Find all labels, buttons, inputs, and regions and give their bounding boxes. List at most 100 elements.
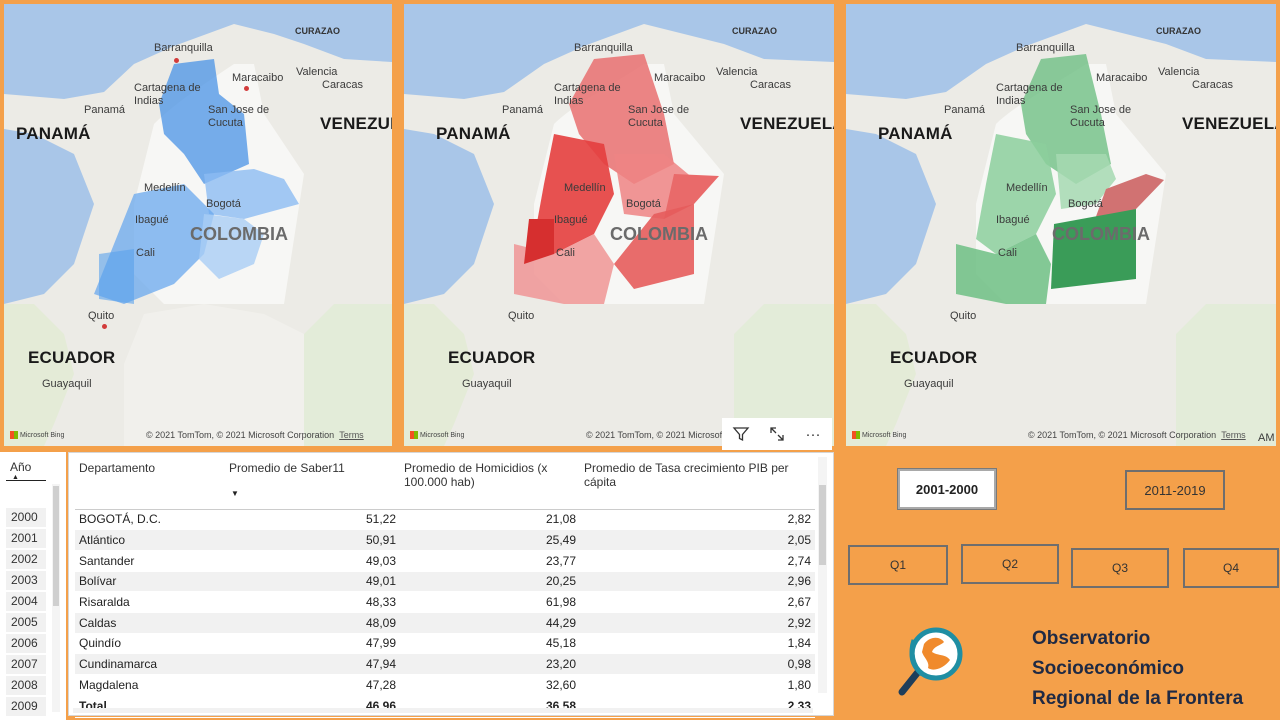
total-value: 2,33 [580,694,815,718]
table-scrollbar[interactable] [818,457,827,693]
city-label-valencia: Valencia [716,66,758,78]
table-total-row: Total 46,96 36,58 2,33 [75,694,815,718]
table-row[interactable]: BOGOTÁ, D.C. 51,22 21,08 2,82 [75,509,815,531]
country-label-venezuela: VENEZUELA [740,114,834,133]
value-cell: 61,98 [400,591,580,613]
value-cell: 48,09 [225,612,400,634]
departamento-cell: Atlántico [75,529,225,551]
value-cell: 0,98 [580,653,815,675]
departamento-cell: BOGOTÁ, D.C. [75,509,225,531]
pib-map[interactable]: Barranquilla CURAZAO Cartagena de Indias… [846,4,1276,446]
scroll-thumb[interactable] [819,485,826,565]
table-row[interactable]: Magdalena 47,28 32,60 1,80 [75,674,815,696]
year-option[interactable]: 2008 [6,676,46,695]
city-label-ibague: Ibagué [554,214,588,226]
city-label-panama: Panamá [502,104,543,116]
more-options-icon[interactable]: ··· [805,425,821,443]
value-cell: 49,03 [225,550,400,572]
map-edge-label: AM [1258,432,1275,444]
table-row[interactable]: Quindío 47,99 45,18 1,84 [75,633,815,655]
value-cell: 2,92 [580,612,815,634]
table-row[interactable]: Santander 49,03 23,77 2,74 [75,550,815,572]
filter-icon[interactable] [726,421,756,447]
org-name-line2: Socioeconómico [1032,658,1185,679]
range-button-2011-2019[interactable]: 2011-2019 [1125,470,1225,510]
value-cell: 2,74 [580,550,815,572]
terms-link[interactable]: Terms [339,430,364,440]
value-cell: 25,49 [400,529,580,551]
year-option[interactable]: 2007 [6,655,46,674]
value-cell: 2,82 [580,509,815,531]
focus-mode-icon[interactable] [762,421,792,447]
terms-link[interactable]: Terms [1221,430,1246,440]
departamento-cell: Risaralda [75,591,225,613]
value-cell: 48,33 [225,591,400,613]
value-cell: 50,91 [225,529,400,551]
city-label-caracas: Caracas [750,79,791,91]
year-option[interactable]: 2004 [6,592,46,611]
quarter-button-q3[interactable]: Q3 [1071,548,1169,588]
city-dot [174,58,179,63]
value-cell: 51,22 [225,509,400,531]
departamento-cell: Caldas [75,612,225,634]
city-label-bogota: Bogotá [206,198,241,210]
city-label-ibague: Ibagué [996,214,1030,226]
year-option[interactable]: 2006 [6,634,46,653]
island-label-curazao: CURAZAO [295,26,340,36]
year-option[interactable]: 2001 [6,529,46,548]
city-label-maracaibo: Maracaibo [1096,72,1148,84]
column-header-homicidios[interactable]: Promedio de Homicidios (x 100.000 hab) [400,457,580,510]
table-row[interactable]: Atlántico 50,91 25,49 2,05 [75,529,815,551]
country-label-ecuador: ECUADOR [890,348,978,367]
city-label-guayaquil: Guayaquil [904,378,954,390]
quarter-button-q4[interactable]: Q4 [1183,548,1279,588]
table-row[interactable]: Risaralda 48,33 61,98 2,67 [75,591,815,613]
value-cell: 2,67 [580,591,815,613]
column-header-pib[interactable]: Promedio de Tasa crecimiento PIB per cáp… [580,457,815,510]
year-option[interactable]: 2005 [6,613,46,632]
column-header-departamento[interactable]: Departamento [75,457,225,510]
city-label-cali: Cali [998,247,1017,259]
map-attribution: © 2021 TomTom, © 2021 Microsoft Corporat… [586,430,775,440]
table-horizontal-scrollbar[interactable] [73,708,813,713]
sort-descending-icon[interactable]: ▼ [231,489,239,498]
quarter-button-q1[interactable]: Q1 [848,545,948,585]
city-label-maracaibo: Maracaibo [654,72,706,84]
year-slicer-header[interactable]: Año [10,460,32,474]
homicidios-map[interactable]: Barranquilla CURAZAO Cartagena de Indias… [404,4,834,446]
island-label-curazao: CURAZAO [1156,26,1201,36]
table-row[interactable]: Caldas 48,09 44,29 2,92 [75,612,815,634]
departamentos-table: Departamento Promedio de Saber11 Promedi… [68,452,834,718]
year-option[interactable]: 2009 [6,697,46,716]
country-label-colombia: COLOMBIA [190,224,288,244]
table-row[interactable]: Bolívar 49,01 20,25 2,96 [75,571,815,593]
year-option[interactable]: 2000 [6,508,46,527]
year-option[interactable]: 2003 [6,571,46,590]
city-label-quito: Quito [508,310,535,322]
city-label-bogota: Bogotá [626,198,661,210]
value-cell: 21,08 [400,509,580,531]
country-label-colombia: COLOMBIA [1052,224,1150,244]
range-button-2001-2000[interactable]: 2001-2000 [898,469,996,509]
sort-ascending-icon[interactable]: ▲ [12,474,19,481]
city-label-barranquilla: Barranquilla [154,42,213,54]
organization-name: Observatorio Socioeconómico Regional de … [1032,624,1243,714]
column-header-saber11[interactable]: Promedio de Saber11 [225,457,400,510]
country-label-panama: PANAMÁ [878,124,953,143]
value-cell: 47,99 [225,633,400,655]
value-cell: 23,77 [400,550,580,572]
value-cell: 32,60 [400,674,580,696]
map-basemap [4,4,392,446]
value-cell: 20,25 [400,571,580,593]
year-scrollbar[interactable] [52,484,60,712]
country-label-ecuador: ECUADOR [448,348,536,367]
scroll-thumb[interactable] [53,486,59,606]
visual-header-toolbar: ··· [722,418,832,450]
city-dot [102,324,107,329]
quarter-button-q2[interactable]: Q2 [961,544,1059,584]
saber11-map[interactable]: Barranquilla CURAZAO Cartagena de Indias… [4,4,392,446]
table-row[interactable]: Cundinamarca 47,94 23,20 0,98 [75,653,815,675]
year-option[interactable]: 2002 [6,550,46,569]
city-label-caracas: Caracas [1192,79,1233,91]
city-label-valencia: Valencia [1158,66,1200,78]
